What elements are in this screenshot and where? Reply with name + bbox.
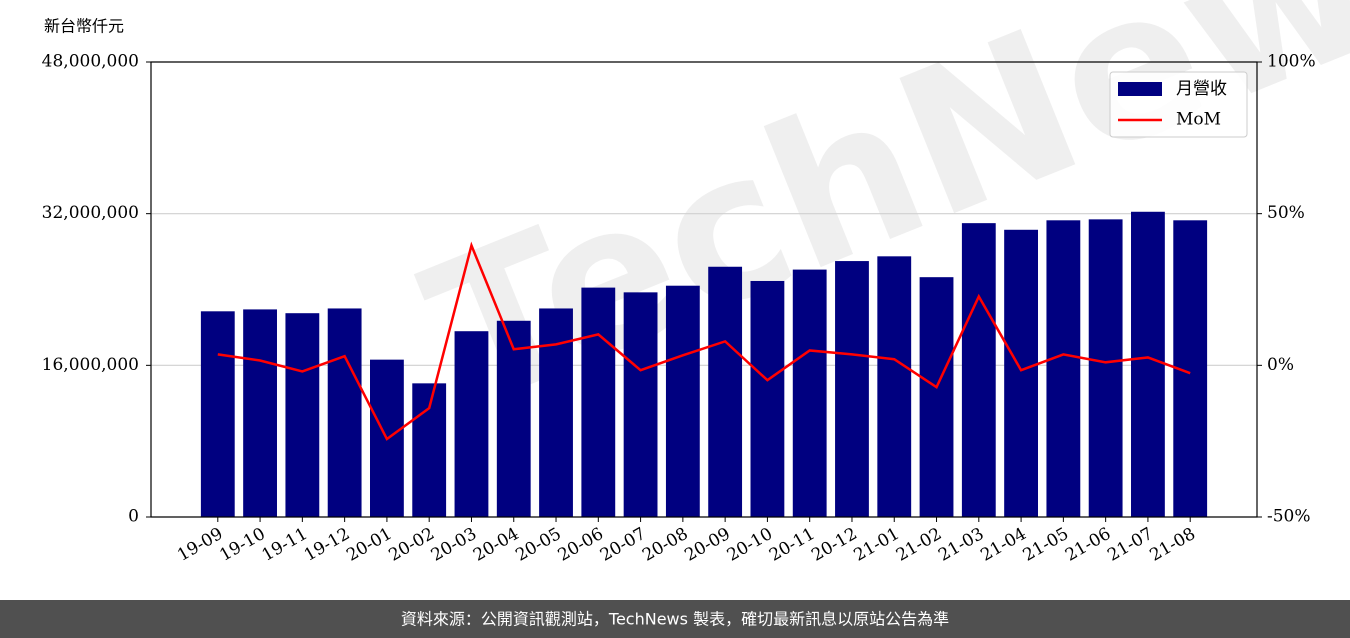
bar (454, 331, 489, 517)
bar (750, 280, 785, 517)
x-tick-label: 20-03 (428, 524, 480, 566)
x-tick-label: 21-05 (1020, 524, 1072, 566)
y-tick-label: 0 (128, 507, 139, 527)
bar (327, 308, 362, 517)
x-tick-label: 20-07 (597, 524, 649, 566)
x-tick-label: 21-07 (1104, 524, 1156, 566)
bar (792, 269, 827, 517)
x-tick-label: 20-04 (470, 524, 522, 566)
x-tick-label: 20-08 (639, 524, 691, 566)
x-tick-label: 21-04 (977, 524, 1029, 566)
x-tick-label: 20-10 (724, 524, 776, 566)
bar (243, 309, 277, 517)
legend-swatch (1118, 82, 1162, 96)
x-tick-label: 20-09 (681, 524, 733, 566)
y-tick-label: 16,000,000 (42, 355, 139, 375)
y-tick-label: 32,000,000 (42, 203, 139, 223)
x-tick-label: 21-01 (851, 524, 903, 566)
x-tick-label: 20-05 (512, 524, 564, 566)
y2-tick-label: -50% (1267, 507, 1311, 527)
plot-frame (150, 61, 1258, 518)
x-tick-label: 20-12 (808, 524, 860, 566)
x-tick-label: 19-11 (259, 524, 311, 566)
x-tick-label: 21-06 (1062, 524, 1114, 566)
bar (1131, 211, 1165, 518)
legend-label: 月營收 (1176, 79, 1227, 99)
bar (919, 277, 954, 517)
footer-bar (0, 600, 1350, 638)
y2-tick-label: 100% (1267, 52, 1316, 72)
x-tick-label: 20-01 (343, 524, 395, 566)
y-tick-label: 48,000,000 (42, 52, 139, 72)
footer-text: 資料來源：公開資訊觀測站，TechNews 製表，確切最新訊息以原站公告為準 (401, 610, 949, 629)
bar (1004, 229, 1038, 517)
y2-tick-label: 50% (1267, 203, 1305, 223)
x-tick-label: 21-03 (935, 524, 987, 566)
x-tick-label: 20-06 (555, 524, 607, 566)
bar (708, 266, 743, 517)
bar (496, 320, 531, 517)
x-tick-label: 19-10 (216, 524, 268, 566)
bar (581, 287, 616, 517)
x-tick-label: 21-08 (1147, 524, 1199, 566)
bar (877, 256, 912, 517)
bar (623, 292, 658, 517)
x-tick-label: 21-02 (893, 524, 945, 566)
bar (200, 311, 235, 517)
x-tick-label: 20-11 (766, 524, 818, 566)
bar (665, 285, 700, 517)
bar (1046, 220, 1081, 518)
bar (285, 313, 320, 517)
y-unit-label: 新台幣仟元 (44, 17, 124, 36)
y2-tick-label: 0% (1267, 355, 1294, 375)
x-tick-label: 19-09 (174, 524, 226, 566)
x-tick-label: 20-02 (385, 524, 437, 566)
legend-label: MoM (1176, 110, 1221, 130)
mom-line (217, 241, 1191, 441)
bar (961, 223, 996, 518)
bar (539, 308, 573, 517)
x-tick-label: 19-12 (301, 524, 353, 566)
bar (835, 261, 869, 517)
bar (1088, 219, 1123, 517)
